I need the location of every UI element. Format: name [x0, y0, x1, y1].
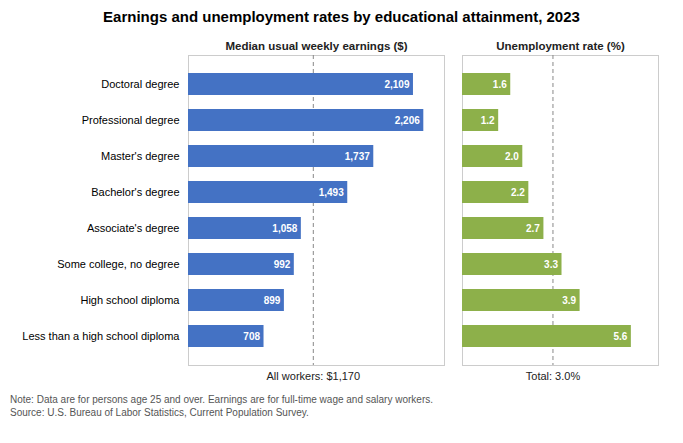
svg-text:5.6: 5.6	[613, 331, 627, 342]
svg-text:Total: 3.0%: Total: 3.0%	[526, 370, 581, 382]
html-text:Note: Data are for persons age: Note: Data are for persons age 25 and ov…	[10, 394, 433, 405]
svg-text:2.2: 2.2	[511, 187, 525, 198]
svg-text:Associate's degree: Associate's degree	[87, 222, 180, 234]
svg-text:Bachelor's degree: Bachelor's degree	[91, 186, 179, 198]
svg-text:Doctoral degree: Doctoral degree	[101, 78, 179, 90]
svg-text:708: 708	[243, 331, 260, 342]
svg-text:Some college, no degree: Some college, no degree	[57, 258, 179, 270]
svg-text:899: 899	[264, 295, 281, 306]
svg-text:Unemployment rate (%): Unemployment rate (%)	[496, 40, 625, 52]
svg-text:All workers: $1,170: All workers: $1,170	[267, 370, 361, 382]
svg-text:3.3: 3.3	[544, 259, 558, 270]
svg-text:2,109: 2,109	[384, 79, 409, 90]
svg-text:1,737: 1,737	[345, 151, 370, 162]
svg-text:2.0: 2.0	[505, 151, 519, 162]
html-text:Source: U.S. Bureau of Labor S: Source: U.S. Bureau of Labor Statistics,…	[10, 407, 309, 418]
svg-text:2,206: 2,206	[395, 115, 420, 126]
svg-text:Professional degree: Professional degree	[82, 114, 180, 126]
svg-text:1,493: 1,493	[319, 187, 344, 198]
html-text:Earnings and unemployment rate: Earnings and unemployment rates by educa…	[103, 8, 580, 25]
svg-text:992: 992	[274, 259, 291, 270]
svg-text:1.6: 1.6	[493, 79, 507, 90]
svg-text:Master's degree: Master's degree	[101, 150, 180, 162]
svg-text:3.9: 3.9	[562, 295, 576, 306]
svg-text:Median usual weekly earnings (: Median usual weekly earnings ($)	[225, 40, 407, 52]
svg-text:1,058: 1,058	[272, 223, 297, 234]
svg-text:1.2: 1.2	[481, 115, 495, 126]
svg-text:High school diploma: High school diploma	[80, 294, 180, 306]
svg-text:2.7: 2.7	[526, 223, 540, 234]
svg-text:Less than a high school diplom: Less than a high school diploma	[22, 330, 180, 342]
